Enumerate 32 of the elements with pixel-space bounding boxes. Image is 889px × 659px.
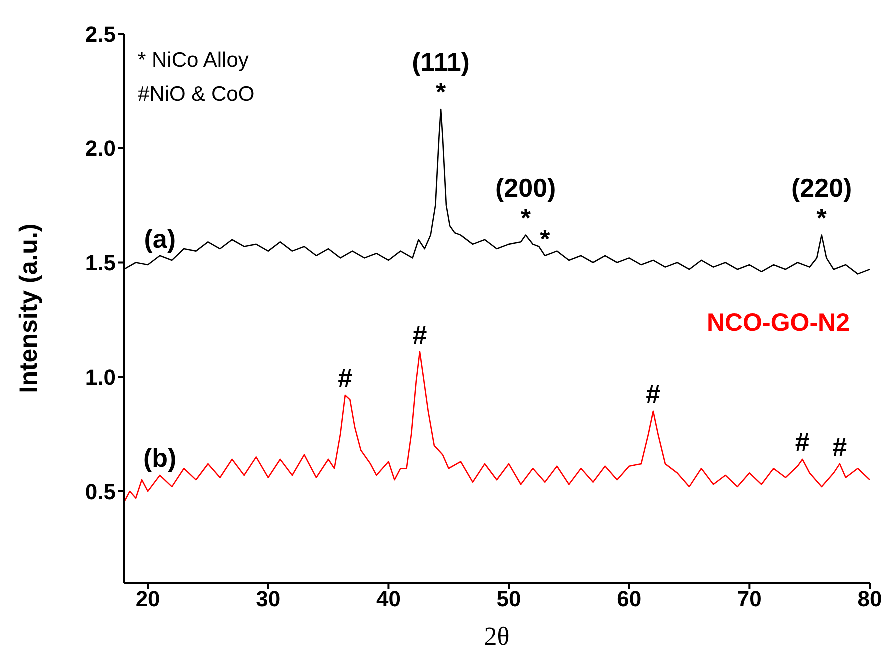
annotation: # (412, 320, 428, 350)
y-tick-label: 2.5 (85, 22, 116, 47)
x-tick-label: 70 (737, 586, 762, 612)
annotation: * NiCo Alloy (138, 48, 250, 74)
y-axis-title: Intensity (a.u.) (14, 224, 43, 394)
annotation: (220) (792, 173, 852, 204)
annotation: * (436, 77, 446, 108)
annotation: (200) (496, 173, 556, 204)
y-tick-label: 0.5 (85, 479, 116, 504)
x-tick-label: 80 (858, 586, 882, 612)
annotation: # (832, 432, 848, 462)
annotation: #NiO & CoO (138, 82, 255, 108)
x-tick-label: 60 (617, 586, 642, 612)
annotation: (111) (412, 47, 470, 78)
annotation: * (816, 203, 827, 234)
annotation: (b) (143, 443, 177, 474)
annotation: * (540, 224, 550, 254)
y-tick-label: 2.0 (85, 136, 116, 162)
annotation: # (646, 379, 661, 410)
x-tick-label: 50 (496, 586, 522, 612)
x-tick-label: 30 (256, 586, 281, 612)
x-tick-label: 20 (136, 586, 160, 612)
x-tick-label: 40 (376, 586, 401, 612)
annotation: # (338, 363, 353, 394)
annotation: (a) (144, 224, 176, 254)
annotation: # (795, 427, 810, 458)
line-series (124, 351, 870, 504)
x-axis-title: 2θ (484, 622, 510, 651)
text: NCO-GO-N2 (706, 308, 850, 338)
y-tick-label: 1.0 (85, 364, 116, 390)
y-tick-label: 1.5 (85, 250, 116, 276)
annotation: * (520, 203, 531, 234)
